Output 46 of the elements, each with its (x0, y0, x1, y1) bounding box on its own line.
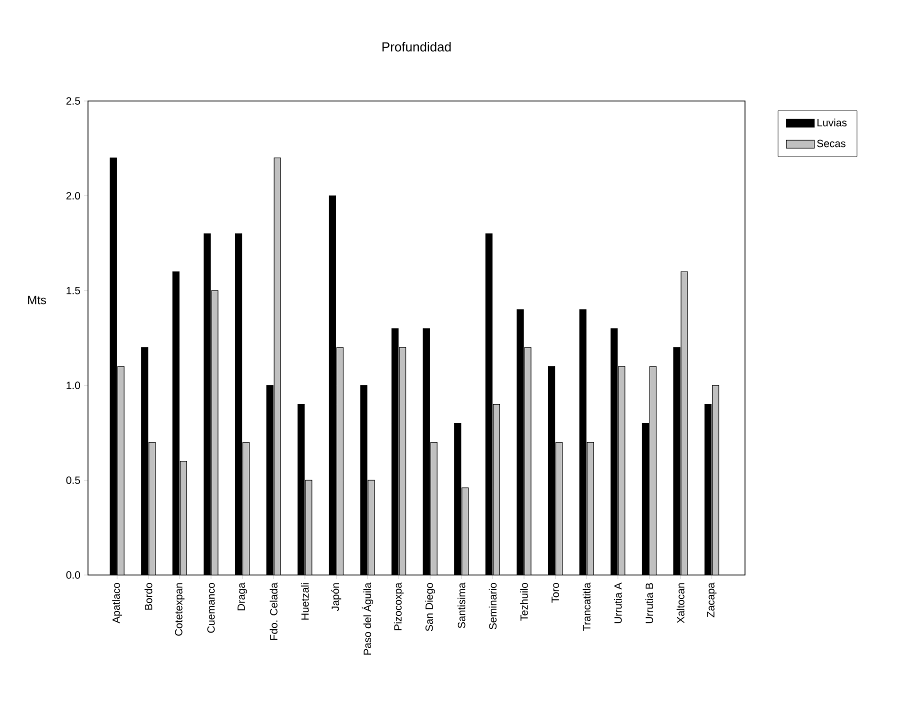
bar (117, 366, 124, 575)
y-tick-label: 0.0 (66, 571, 80, 579)
y-tick-label: 1.5 (66, 286, 80, 294)
bar (462, 487, 469, 575)
bar (242, 442, 250, 575)
x-tick-label: Cotetexpan (174, 583, 184, 636)
bar (712, 385, 720, 575)
x-tick-label: Draga (238, 582, 248, 610)
x-tick-label: Cuemanco (207, 582, 215, 633)
x-tick-label: Urrutia B (645, 583, 654, 624)
legend-label: Luvias (818, 118, 847, 126)
y-tick-label: 0.5 (66, 476, 80, 484)
bar (430, 442, 438, 575)
bar (399, 347, 406, 575)
x-tick-label: Santisima (458, 582, 466, 628)
y-tick-label: 2.5 (66, 97, 80, 105)
bar (586, 442, 594, 575)
x-tick-label: Xaltocan (676, 583, 684, 624)
y-tick-label: 2.0 (66, 192, 80, 200)
bar (336, 347, 344, 575)
bar (649, 366, 657, 575)
y-tick-label: 1.0 (66, 382, 80, 390)
x-tick-label: Seminario (488, 582, 497, 630)
bar (492, 404, 500, 575)
x-tick-label: Toro (552, 582, 559, 603)
legend-label: Secas (817, 140, 846, 148)
x-tick-label: Bordo (144, 582, 152, 610)
y-axis-title: Mts (28, 296, 46, 304)
bar (305, 480, 312, 575)
x-tick-label: Pizocoxpa (394, 582, 404, 630)
x-tick-label: Urrutia A (614, 582, 622, 624)
x-tick-label: Zacapa (707, 582, 717, 618)
x-tick-label: Paso del Águila (362, 582, 374, 655)
bar (148, 442, 156, 575)
x-tick-label: Tezhuilo (520, 582, 528, 621)
chart-title: Profundidad (382, 42, 451, 52)
x-tick-label: Fdo. Celada (270, 582, 278, 640)
bar (556, 442, 563, 575)
x-tick-label: San Diego (425, 582, 436, 632)
bar (180, 460, 188, 575)
bar (618, 366, 626, 575)
x-tick-label: Apatlaco (112, 582, 122, 624)
x-tick-label: Trancatitla (582, 582, 590, 631)
x-tick-label: Huetzali (301, 583, 309, 620)
x-tick-label: Japón (331, 583, 342, 611)
bar (274, 158, 281, 575)
